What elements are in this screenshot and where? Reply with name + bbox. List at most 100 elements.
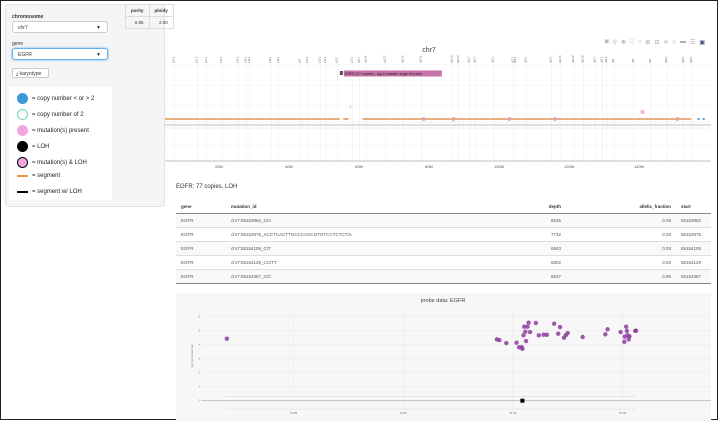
spike-icon[interactable]: ▬ bbox=[680, 39, 687, 45]
band-label: p12.3 bbox=[306, 56, 309, 63]
probe-point bbox=[300, 118, 302, 120]
x-tick-label: 20M bbox=[215, 164, 223, 169]
table-row[interactable]: EGFR chr7:55153975_ACCTCACTTGCCCAGCGTGTCC… bbox=[176, 226, 711, 241]
autoscale-icon[interactable]: ✕ bbox=[663, 40, 669, 46]
cell-gene: EGFR bbox=[176, 212, 226, 227]
probe-point bbox=[332, 118, 334, 120]
legend-label: = mutation(s) present bbox=[32, 127, 89, 134]
cell-depth: 7732 bbox=[496, 226, 566, 241]
compare-icon[interactable]: ☰ bbox=[690, 40, 696, 46]
cell-mutation-id: chr7:55153975_ACCTCACTTGCCCAGCGTGTCCTCTC… bbox=[226, 226, 496, 241]
column-header-mutation-id[interactable]: mutation_id bbox=[226, 201, 496, 214]
probe-point bbox=[614, 118, 616, 120]
probe-point bbox=[525, 118, 527, 120]
probe-point bbox=[187, 118, 189, 120]
y-tick-label: 5 bbox=[199, 330, 201, 333]
probe-point bbox=[686, 118, 688, 120]
probe-point bbox=[556, 331, 561, 336]
zoom-in-icon[interactable]: ⊞ bbox=[645, 40, 651, 46]
probe-point bbox=[646, 118, 648, 120]
chromosome-select[interactable]: chr7 ▼ bbox=[12, 21, 108, 33]
band-label: q32.2 bbox=[601, 56, 604, 63]
zoom-icon[interactable]: ⚲ bbox=[612, 40, 618, 46]
table-row[interactable]: EGFR chr7:55154105_C/T 6843 0.03 55154105 bbox=[176, 240, 711, 255]
gene-select[interactable]: EGFR ▼ bbox=[12, 48, 108, 60]
mutation-table: gene mutation_id depth allelic_fraction star… bbox=[176, 201, 711, 284]
probe-point bbox=[573, 118, 576, 120]
probe-point bbox=[580, 334, 585, 340]
mutation-point bbox=[421, 117, 426, 121]
gene-marker bbox=[520, 398, 525, 403]
cell-start: 55153975 bbox=[676, 226, 711, 241]
probe-point bbox=[251, 118, 254, 120]
plotly-logo-icon[interactable]: ▣ bbox=[699, 40, 706, 46]
band-label: q11.23 bbox=[401, 55, 404, 63]
column-header-gene[interactable]: gene bbox=[176, 201, 226, 214]
band-label: q32.1 bbox=[593, 56, 596, 63]
column-header-depth[interactable]: depth bbox=[496, 201, 566, 214]
probe-point bbox=[526, 320, 531, 325]
probe-point bbox=[235, 118, 238, 120]
band-label: q11.21 bbox=[364, 55, 367, 63]
band-label: p14.2 bbox=[269, 56, 272, 63]
band-label: q21.12 bbox=[450, 55, 453, 63]
chevron-down-icon: ▼ bbox=[96, 52, 101, 58]
y-axis-label: log2 copy number ratio bbox=[191, 344, 194, 368]
probe-point bbox=[618, 329, 623, 335]
probe-point bbox=[292, 118, 294, 120]
y-tick-label: 3 bbox=[199, 358, 201, 361]
lasso-icon[interactable]: ○ bbox=[637, 39, 642, 45]
purity-ploidy-table: purity ploidy 0.85 2.00 bbox=[125, 4, 174, 29]
reset-icon[interactable]: ⌂ bbox=[672, 39, 677, 45]
column-header-start[interactable]: start bbox=[676, 201, 711, 214]
cell-mutation-id: chr7:55154105_C/T bbox=[226, 240, 496, 255]
gene-summary: EGFR: 77 copies, LOH bbox=[176, 184, 238, 190]
probe-panel bbox=[176, 293, 711, 421]
probe-point bbox=[525, 324, 530, 329]
mutation-point bbox=[553, 117, 557, 121]
band-label: q36.2 bbox=[682, 56, 685, 63]
probe-plot[interactable]: probe data: EGFR 0 1 2 3 4 5 6 54.5M 54.8M 55.1M 55… bbox=[1, 293, 718, 421]
probe-point bbox=[364, 118, 366, 120]
probe-point bbox=[557, 118, 560, 120]
probe-point bbox=[565, 118, 568, 120]
pan-icon[interactable]: ✥ bbox=[621, 40, 627, 46]
cell-gene: EGFR bbox=[176, 254, 226, 269]
table-row[interactable]: EGFR chr7:55154129_CC/TT 6802 0.03 55154129 bbox=[176, 254, 711, 269]
probe-point bbox=[541, 332, 546, 337]
band-label: p11.2 bbox=[336, 56, 339, 63]
camera-icon[interactable]: ◙ bbox=[605, 39, 609, 45]
probe-point bbox=[203, 118, 205, 120]
probe-point bbox=[211, 118, 214, 120]
x-tick-label: 55.4M bbox=[619, 412, 626, 415]
band-label: p15.3 bbox=[220, 56, 223, 63]
karyotype-label: karyotype bbox=[19, 71, 42, 77]
probe-point bbox=[622, 118, 624, 120]
probe-point bbox=[633, 328, 639, 333]
band-label: q21.3 bbox=[474, 56, 477, 63]
x-tick-label: 80M bbox=[425, 164, 433, 169]
probe-point bbox=[404, 118, 407, 120]
band-label: q31.31 bbox=[559, 55, 562, 63]
table-row[interactable]: EGFR chr7:55153962_G/A 6535 0.06 55153962 bbox=[176, 212, 711, 227]
copy-number-point bbox=[697, 117, 700, 121]
cell-allelic-fraction: 0.03 bbox=[566, 254, 676, 269]
table-row[interactable]: EGFR chr7:55154387_G/C 6637 0.95 55154387 bbox=[176, 268, 711, 284]
probe-point bbox=[521, 333, 526, 338]
probe-point bbox=[551, 321, 557, 326]
box-select-icon[interactable]: □ bbox=[630, 39, 634, 45]
band-label: q36.1 bbox=[665, 56, 668, 63]
legend-item: = mutation(s) & LOH bbox=[17, 157, 87, 168]
cell-mutation-id: chr7:55154387_G/C bbox=[226, 268, 496, 284]
karyotype-download-button[interactable]: ⤓ karyotype bbox=[12, 68, 49, 78]
annotation-text: EGFR (77 copies) - log-2 outside range o… bbox=[345, 72, 422, 76]
column-header-allelic-fraction[interactable]: allelic_fraction bbox=[566, 201, 676, 214]
zoom-out-icon[interactable]: ⊟ bbox=[654, 40, 660, 46]
cell-depth: 6637 bbox=[496, 268, 566, 284]
probe-point bbox=[522, 324, 527, 329]
probe-point bbox=[565, 330, 570, 336]
cell-gene: EGFR bbox=[176, 268, 226, 284]
probe-point bbox=[514, 340, 519, 345]
mutation-point bbox=[640, 110, 645, 114]
probe-point bbox=[501, 118, 503, 120]
